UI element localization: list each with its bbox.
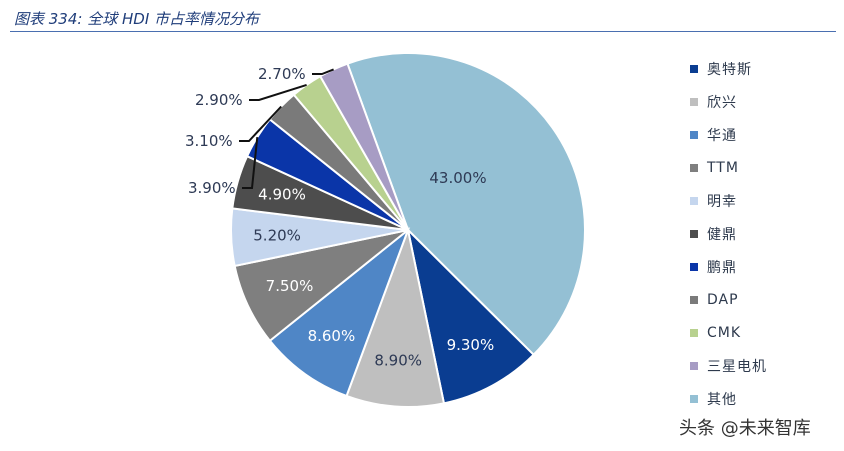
legend-swatch-1 [690, 97, 698, 106]
legend-swatch-2 [690, 130, 698, 139]
legend-item-5: 健鼎 [690, 217, 840, 250]
data-label-7: 3.10% [185, 132, 233, 150]
data-label-10: 43.00% [429, 169, 486, 187]
data-label-8: 2.90% [195, 91, 243, 109]
leader-line-7 [239, 105, 282, 142]
leader-lines [239, 68, 334, 189]
legend-swatch-7 [690, 296, 698, 305]
legend-swatch-6 [690, 263, 698, 272]
legend-label-7: DAP [707, 292, 739, 309]
data-label-5: 4.90% [258, 185, 306, 203]
legend-swatch-8 [690, 329, 698, 338]
pie-slices [230, 52, 586, 408]
data-label-1: 8.90% [374, 352, 422, 370]
data-labels: 43.00% 9.30% 8.90% 8.60% 7.50% 5.20% 4.90% 3.90… [185, 65, 494, 370]
data-label-9: 2.70% [258, 65, 306, 83]
pie-slice-10 [346, 52, 586, 357]
pie-slice-1 [345, 226, 446, 408]
legend-item-9: 三星电机 [690, 350, 840, 383]
legend-label-10: 其他 [707, 392, 737, 409]
legend-label-2: 华通 [707, 127, 737, 144]
legend-label-3: TTM [707, 159, 739, 176]
pie-slice-2 [268, 226, 411, 398]
legend-swatch-5 [690, 230, 698, 239]
data-label-6: 3.90% [188, 179, 236, 197]
watermark: 头条 @未来智库 [679, 418, 811, 439]
legend-label-1: 欣兴 [707, 94, 737, 111]
data-label-4: 5.20% [253, 226, 301, 244]
legend-item-4: 明幸 [690, 184, 840, 217]
pie-slice-0 [406, 226, 536, 405]
leader-line-9 [312, 68, 334, 75]
data-label-2: 8.60% [308, 327, 356, 345]
data-label-3: 7.50% [266, 277, 314, 295]
legend-swatch-3 [690, 163, 698, 172]
legend-label-5: 健鼎 [707, 227, 737, 244]
legend-label-8: CMK [707, 325, 742, 342]
legend-swatch-4 [690, 196, 698, 205]
legend-swatch-0 [690, 64, 698, 73]
data-label-0: 9.30% [447, 336, 495, 354]
legend-item-1: 欣兴 [690, 85, 840, 118]
legend-label-9: 三星电机 [707, 359, 767, 376]
legend-item-10: 其他 [690, 383, 840, 416]
legend-item-7: DAP [690, 284, 840, 317]
pie-chart: 43.00% 9.30% 8.90% 8.60% 7.50% 5.20% 4.90% 3.90… [185, 52, 586, 408]
figure-title: 图表 334: 全球 HDI 市占率情况分布 [14, 10, 260, 28]
legend-swatch-9 [690, 362, 698, 371]
title-divider [10, 31, 836, 32]
legend: 奥特斯欣兴华通 TTM 明幸健鼎鹏鼎 DAP CMK 三星电机其他 [690, 52, 840, 416]
legend-item-6: 鹏鼎 [690, 251, 840, 284]
legend-item-0: 奥特斯 [690, 52, 840, 85]
legend-item-2: 华通 [690, 118, 840, 151]
legend-label-0: 奥特斯 [707, 61, 752, 78]
leader-line-8 [249, 83, 307, 101]
leader-line-6 [242, 136, 259, 189]
legend-swatch-10 [690, 395, 698, 404]
legend-item-3: TTM [690, 151, 840, 184]
legend-label-6: 鹏鼎 [707, 260, 737, 277]
legend-item-8: CMK [690, 317, 840, 350]
legend-label-4: 明幸 [707, 193, 737, 210]
